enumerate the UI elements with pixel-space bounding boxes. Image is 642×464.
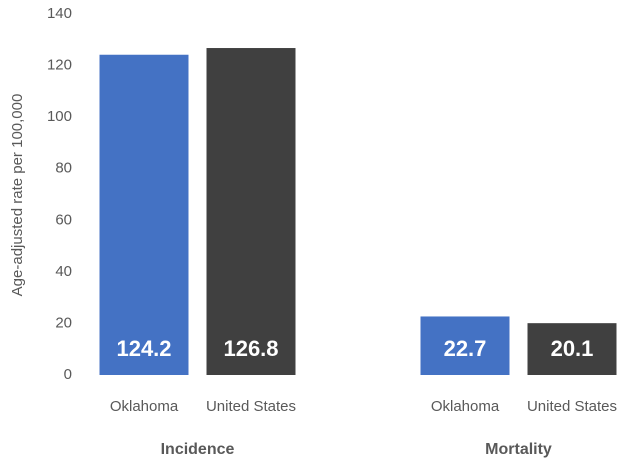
y-tick-label: 40 bbox=[55, 263, 72, 280]
y-tick-label: 0 bbox=[64, 366, 72, 383]
bar bbox=[527, 323, 617, 375]
y-tick-label: 140 bbox=[47, 5, 72, 22]
bar bbox=[206, 48, 296, 376]
bar bbox=[99, 54, 189, 376]
value-label: 22.7 bbox=[444, 336, 487, 361]
y-axis-label: Age-adjusted rate per 100,000 bbox=[9, 94, 26, 297]
bar-category-label: United States bbox=[206, 398, 296, 415]
bar bbox=[420, 316, 510, 375]
y-tick-label: 120 bbox=[47, 57, 72, 74]
y-tick-label: 60 bbox=[55, 211, 72, 228]
y-tick-label: 100 bbox=[47, 108, 72, 125]
y-tick-label: 20 bbox=[55, 314, 72, 331]
value-label: 124.2 bbox=[116, 336, 171, 361]
bar-category-label: Oklahoma bbox=[110, 398, 179, 415]
group-label: Incidence bbox=[161, 441, 235, 458]
y-tick-label: 80 bbox=[55, 160, 72, 177]
bar-category-label: United States bbox=[527, 398, 617, 415]
group-label: Mortality bbox=[485, 441, 552, 458]
value-label: 20.1 bbox=[551, 336, 594, 361]
value-label: 126.8 bbox=[223, 336, 278, 361]
bar-category-label: Oklahoma bbox=[431, 398, 500, 415]
